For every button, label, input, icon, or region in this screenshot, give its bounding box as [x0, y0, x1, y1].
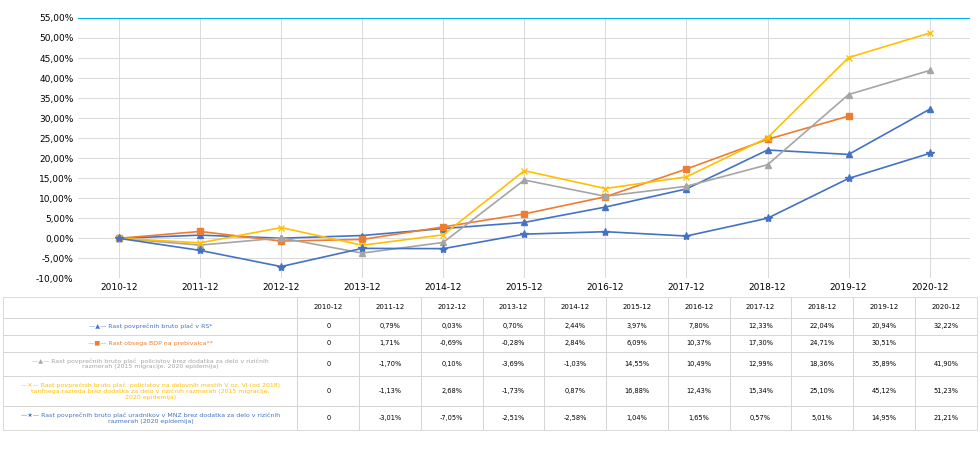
Rast povprečnih bruto plač v RS* [194, 233, 206, 238]
Rast povprečnih bruto plač uradnikov v MNZ brez dodatka za delo v rizičnih razmerah (2020 epidemija) [357, 246, 368, 251]
Rast povprečnih bruto plač policistov brez dodatka za delo v rizičnih razmerah (2015 migracije, 2020 epidemija) [518, 177, 530, 183]
Rast obsega BDP na prebivalca** [843, 114, 855, 119]
Rast obsega BDP na prebivalca** [761, 136, 773, 142]
Rast povprečnih bruto plač v RS* [600, 204, 612, 210]
Rast povprečnih bruto plač policistov na delovnih mestih V oz. VI (od 2018) tarifnega razreda brez dodatka za delo v rizičnih razmerah (2015 migracije, 2020 epidemija) [275, 225, 287, 230]
Rast povprečnih bruto plač v RS* [437, 226, 449, 231]
Rast povprečnih bruto plač uradnikov v MNZ brez dodatka za delo v rizičnih razmerah (2020 epidemija) [194, 248, 206, 253]
Rast povprečnih bruto plač policistov na delovnih mestih V oz. VI (od 2018) tarifnega razreda brez dodatka za delo v rizičnih razmerah (2015 migracije, 2020 epidemija) [194, 240, 206, 246]
Line: Rast povprečnih bruto plač policistov brez dodatka za delo v rizičnih razmerah (2015 migracije, 2020 epidemija): Rast povprečnih bruto plač policistov br… [117, 68, 932, 256]
Rast povprečnih bruto plač v RS* [924, 106, 936, 112]
Rast povprečnih bruto plač uradnikov v MNZ brez dodatka za delo v rizičnih razmerah (2020 epidemija) [113, 236, 124, 241]
Rast povprečnih bruto plač policistov na delovnih mestih V oz. VI (od 2018) tarifnega razreda brez dodatka za delo v rizičnih razmerah (2015 migracije, 2020 epidemija) [843, 55, 855, 60]
Rast povprečnih bruto plač policistov brez dodatka za delo v rizičnih razmerah (2015 migracije, 2020 epidemija) [924, 68, 936, 73]
Rast obsega BDP na prebivalca** [437, 224, 449, 229]
Rast povprečnih bruto plač policistov na delovnih mestih V oz. VI (od 2018) tarifnega razreda brez dodatka za delo v rizičnih razmerah (2015 migracije, 2020 epidemija) [518, 168, 530, 173]
Rast povprečnih bruto plač v RS* [357, 233, 368, 238]
Line: Rast povprečnih bruto plač v RS*: Rast povprečnih bruto plač v RS* [117, 106, 932, 241]
Rast povprečnih bruto plač policistov brez dodatka za delo v rizičnih razmerah (2015 migracije, 2020 epidemija) [113, 236, 124, 241]
Rast povprečnih bruto plač uradnikov v MNZ brez dodatka za delo v rizičnih razmerah (2020 epidemija) [843, 176, 855, 181]
Rast obsega BDP na prebivalca** [600, 194, 612, 199]
Rast povprečnih bruto plač policistov na delovnih mestih V oz. VI (od 2018) tarifnega razreda brez dodatka za delo v rizičnih razmerah (2015 migracije, 2020 epidemija) [924, 31, 936, 36]
Line: Rast povprečnih bruto plač policistov na delovnih mestih V oz. VI (od 2018) tarifnega razreda brez dodatka za delo v rizičnih razmerah (2015 migracije, 2020 epidemija): Rast povprečnih bruto plač policistov na… [117, 30, 932, 248]
Rast povprečnih bruto plač v RS* [275, 236, 287, 241]
Rast povprečnih bruto plač v RS* [680, 186, 692, 192]
Rast povprečnih bruto plač v RS* [518, 220, 530, 225]
Rast povprečnih bruto plač policistov brez dodatka za delo v rizičnih razmerah (2015 migracije, 2020 epidemija) [357, 251, 368, 256]
Rast povprečnih bruto plač uradnikov v MNZ brez dodatka za delo v rizičnih razmerah (2020 epidemija) [680, 233, 692, 239]
Rast obsega BDP na prebivalca** [194, 229, 206, 234]
Rast obsega BDP na prebivalca** [518, 211, 530, 216]
Rast obsega BDP na prebivalca** [113, 236, 124, 241]
Rast obsega BDP na prebivalca** [680, 166, 692, 172]
Rast povprečnih bruto plač uradnikov v MNZ brez dodatka za delo v rizičnih razmerah (2020 epidemija) [275, 264, 287, 269]
Rast povprečnih bruto plač policistov na delovnih mestih V oz. VI (od 2018) tarifnega razreda brez dodatka za delo v rizičnih razmerah (2015 migracije, 2020 epidemija) [600, 186, 612, 191]
Line: Rast obsega BDP na prebivalca**: Rast obsega BDP na prebivalca** [117, 113, 852, 244]
Rast povprečnih bruto plač policistov na delovnih mestih V oz. VI (od 2018) tarifnega razreda brez dodatka za delo v rizičnih razmerah (2015 migracije, 2020 epidemija) [357, 242, 368, 248]
Rast povprečnih bruto plač policistov brez dodatka za delo v rizičnih razmerah (2015 migracije, 2020 epidemija) [843, 92, 855, 97]
Rast povprečnih bruto plač policistov brez dodatka za delo v rizičnih razmerah (2015 migracije, 2020 epidemija) [600, 194, 612, 199]
Rast povprečnih bruto plač uradnikov v MNZ brez dodatka za delo v rizičnih razmerah (2020 epidemija) [600, 229, 612, 234]
Rast povprečnih bruto plač uradnikov v MNZ brez dodatka za delo v rizičnih razmerah (2020 epidemija) [761, 216, 773, 221]
Rast povprečnih bruto plač uradnikov v MNZ brez dodatka za delo v rizičnih razmerah (2020 epidemija) [518, 231, 530, 237]
Rast povprečnih bruto plač uradnikov v MNZ brez dodatka za delo v rizičnih razmerah (2020 epidemija) [924, 151, 936, 156]
Rast povprečnih bruto plač uradnikov v MNZ brez dodatka za delo v rizičnih razmerah (2020 epidemija) [437, 246, 449, 251]
Rast povprečnih bruto plač v RS* [113, 236, 124, 241]
Rast povprečnih bruto plač v RS* [843, 152, 855, 157]
Rast povprečnih bruto plač policistov na delovnih mestih V oz. VI (od 2018) tarifnega razreda brez dodatka za delo v rizičnih razmerah (2015 migracije, 2020 epidemija) [113, 236, 124, 241]
Rast povprečnih bruto plač policistov na delovnih mestih V oz. VI (od 2018) tarifnega razreda brez dodatka za delo v rizičnih razmerah (2015 migracije, 2020 epidemija) [761, 135, 773, 141]
Rast obsega BDP na prebivalca** [275, 238, 287, 244]
Rast obsega BDP na prebivalca** [357, 237, 368, 242]
Rast povprečnih bruto plač policistov brez dodatka za delo v rizičnih razmerah (2015 migracije, 2020 epidemija) [761, 162, 773, 167]
Rast povprečnih bruto plač policistov brez dodatka za delo v rizičnih razmerah (2015 migracije, 2020 epidemija) [437, 240, 449, 245]
Rast povprečnih bruto plač policistov brez dodatka za delo v rizičnih razmerah (2015 migracije, 2020 epidemija) [275, 235, 287, 241]
Line: Rast povprečnih bruto plač uradnikov v MNZ brez dodatka za delo v rizičnih razmerah (2020 epidemija): Rast povprečnih bruto plač uradnikov v M… [115, 149, 934, 271]
Rast povprečnih bruto plač policistov na delovnih mestih V oz. VI (od 2018) tarifnega razreda brez dodatka za delo v rizičnih razmerah (2015 migracije, 2020 epidemija) [437, 232, 449, 238]
Rast povprečnih bruto plač policistov na delovnih mestih V oz. VI (od 2018) tarifnega razreda brez dodatka za delo v rizičnih razmerah (2015 migracije, 2020 epidemija) [680, 174, 692, 180]
Rast povprečnih bruto plač policistov brez dodatka za delo v rizičnih razmerah (2015 migracije, 2020 epidemija) [680, 184, 692, 189]
Rast povprečnih bruto plač policistov brez dodatka za delo v rizičnih razmerah (2015 migracije, 2020 epidemija) [194, 242, 206, 248]
Rast povprečnih bruto plač v RS* [761, 147, 773, 153]
